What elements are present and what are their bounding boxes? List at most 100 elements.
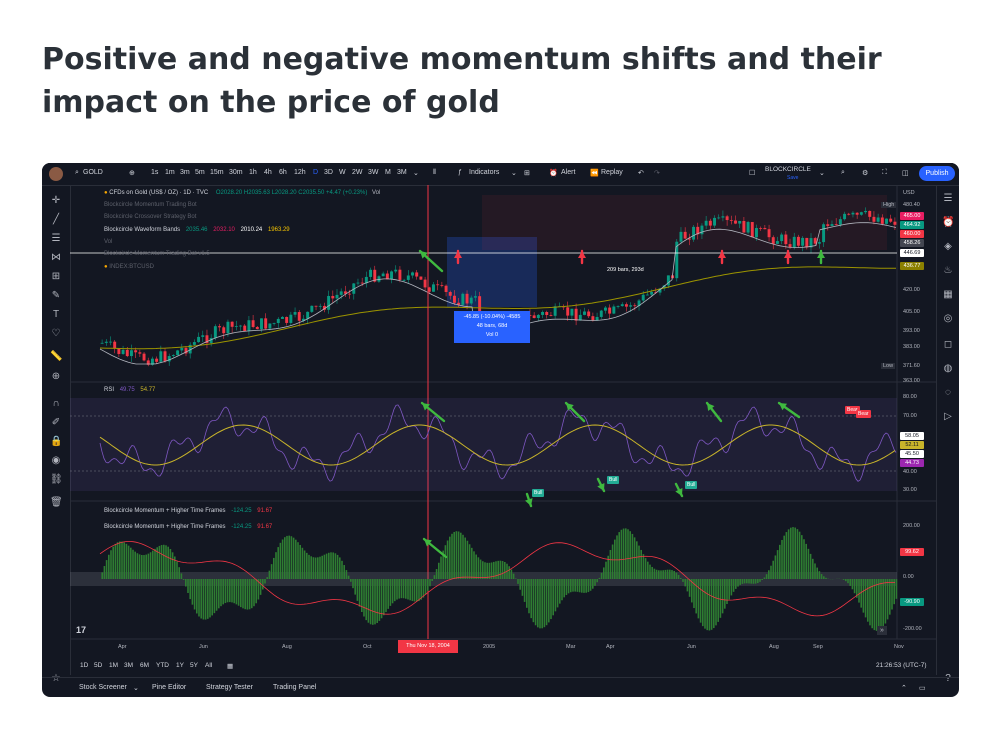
replay-side-icon[interactable]: ▷ [944,411,952,422]
layouts-grid-icon[interactable]: ⊞ [524,170,530,177]
chevron-down-icon[interactable]: ⌄ [819,170,825,177]
save-status[interactable]: Save [787,175,799,181]
interval-1m[interactable]: 1m [165,169,175,176]
magnet-icon[interactable]: ∩ [52,398,60,409]
heart-icon[interactable]: ♡ [51,328,61,339]
tab-trading-panel[interactable]: Trading Panel [273,684,317,691]
interval-3d[interactable]: 3D [324,169,333,176]
camera-icon[interactable]: ◫ [902,170,909,177]
candle-body [822,224,826,243]
interval-4h[interactable]: 4h [264,169,272,176]
tab-strategy-tester[interactable]: Strategy Tester [206,684,253,691]
symbol-label[interactable]: GOLD [83,169,103,176]
fib-icon[interactable]: ☰ [51,233,61,244]
interval-2w[interactable]: 2W [352,169,363,176]
crosshair-icon[interactable]: ✛ [51,195,61,206]
collapse-panel-icon[interactable]: ⌃ [901,685,907,692]
interval-30m[interactable]: 30m [229,169,243,176]
interval-d[interactable]: D [313,169,319,176]
candle-body [390,271,394,280]
trash-icon[interactable]: 🗑 [50,497,63,508]
alert-clock-icon[interactable]: ⏰ [549,170,558,177]
candle-body [763,228,767,230]
eye-icon[interactable]: ◉ [51,455,61,466]
candle-body [847,213,851,215]
chevron-down-icon[interactable]: ⌄ [413,170,419,177]
hotlist-icon[interactable]: ♨ [943,265,953,276]
chevron-down-icon[interactable]: ⌄ [133,685,139,692]
candle-body [415,272,419,277]
text-icon[interactable]: T [52,309,60,320]
range-5y[interactable]: 5Y [190,662,198,669]
drawing-mode-icon[interactable]: ✐ [51,417,61,428]
candle-body [377,276,381,282]
calendar-range-icon[interactable]: ▦ [227,663,234,670]
gear-icon[interactable]: ⚙ [862,170,869,177]
prediction-icon[interactable]: ⊞ [51,271,61,282]
link-icon[interactable]: ⛓ [50,474,63,485]
undo-icon[interactable]: ↶ [638,170,644,177]
data-window-icon[interactable]: ◈ [944,241,952,252]
fullscreen-icon[interactable]: ⛶ [882,169,887,176]
replay-icon[interactable]: ⏪ [590,170,599,177]
streams-icon[interactable]: ◍ [943,363,953,374]
tab-pine-editor[interactable]: Pine Editor [152,684,187,691]
watchlist-icon[interactable]: ☰ [943,193,953,204]
range-6m[interactable]: 6M [140,662,150,669]
account-name[interactable]: BLOCKCIRCLE [765,166,811,173]
calendar-icon[interactable]: ▦ [943,289,953,300]
ruler-icon[interactable]: 📏 [50,351,63,362]
interval-w[interactable]: W [339,169,346,176]
zoom-icon[interactable]: ⊕ [51,371,61,382]
date-range-bar: 1D 5D 1M 3M 6M YTD 1Y 5Y All ▦ 21:26:53 … [70,656,937,676]
bull-signal-3: Bull [685,481,698,489]
interval-1h[interactable]: 1h [249,169,257,176]
candle-body [121,349,125,354]
candle-body [243,325,247,332]
lock-icon[interactable]: 🔒 [50,436,63,447]
user-avatar[interactable] [49,167,63,181]
interval-12h[interactable]: 12h [294,169,306,176]
replay-button[interactable]: Replay [601,169,623,176]
range-3m[interactable]: 3M [124,662,134,669]
interval-3w[interactable]: 3W [368,169,379,176]
range-1m[interactable]: 1M [109,662,119,669]
interval-3m[interactable]: 3m [180,169,190,176]
tab-stock-screener[interactable]: Stock Screener [79,684,127,691]
chevron-down-icon[interactable]: ⌄ [511,170,517,177]
redo-icon[interactable]: ↷ [654,170,660,177]
quick-search-icon[interactable]: ⌕ [841,169,845,176]
pattern-icon[interactable]: ⋈ [51,252,61,263]
search-icon[interactable]: ⌕ [75,169,79,176]
compare-plus-icon[interactable]: ⊕ [129,170,135,177]
alerts-icon[interactable]: ⏰ [942,217,955,228]
notifications-icon[interactable]: ◌ [945,387,951,398]
interval-6h[interactable]: 6h [279,169,287,176]
publish-button[interactable]: Publish [919,166,955,181]
ideas-icon[interactable]: ◎ [943,313,953,324]
candle-style-icon[interactable]: ⫴ [433,169,436,176]
star-icon[interactable]: ☆ [51,673,61,684]
range-1y[interactable]: 1Y [176,662,184,669]
layout-checkbox-icon[interactable]: ☐ [749,170,756,177]
range-5d[interactable]: 5D [94,662,103,669]
range-1d[interactable]: 1D [80,662,89,669]
range-all[interactable]: All [205,662,213,669]
indicators-icon[interactable]: ƒ [458,169,462,176]
chart-plot[interactable] [42,163,959,697]
indicators-button[interactable]: Indicators [469,169,500,176]
interval-15m[interactable]: 15m [210,169,224,176]
candle-body [465,293,469,304]
alert-button[interactable]: Alert [561,169,576,176]
maximize-panel-icon[interactable]: ▭ [919,685,926,692]
help-icon[interactable]: ? [945,673,951,684]
interval-1s[interactable]: 1s [151,169,159,176]
brush-icon[interactable]: ✎ [51,290,61,301]
trend-line-icon[interactable]: ╱ [52,214,60,225]
interval-3m-month[interactable]: 3M [397,169,407,176]
interval-m[interactable]: M [385,169,391,176]
chat-icon[interactable]: ◻ [943,339,953,350]
interval-5m[interactable]: 5m [195,169,205,176]
range-ytd[interactable]: YTD [156,662,169,669]
scroll-right-icon[interactable]: » [877,626,887,635]
